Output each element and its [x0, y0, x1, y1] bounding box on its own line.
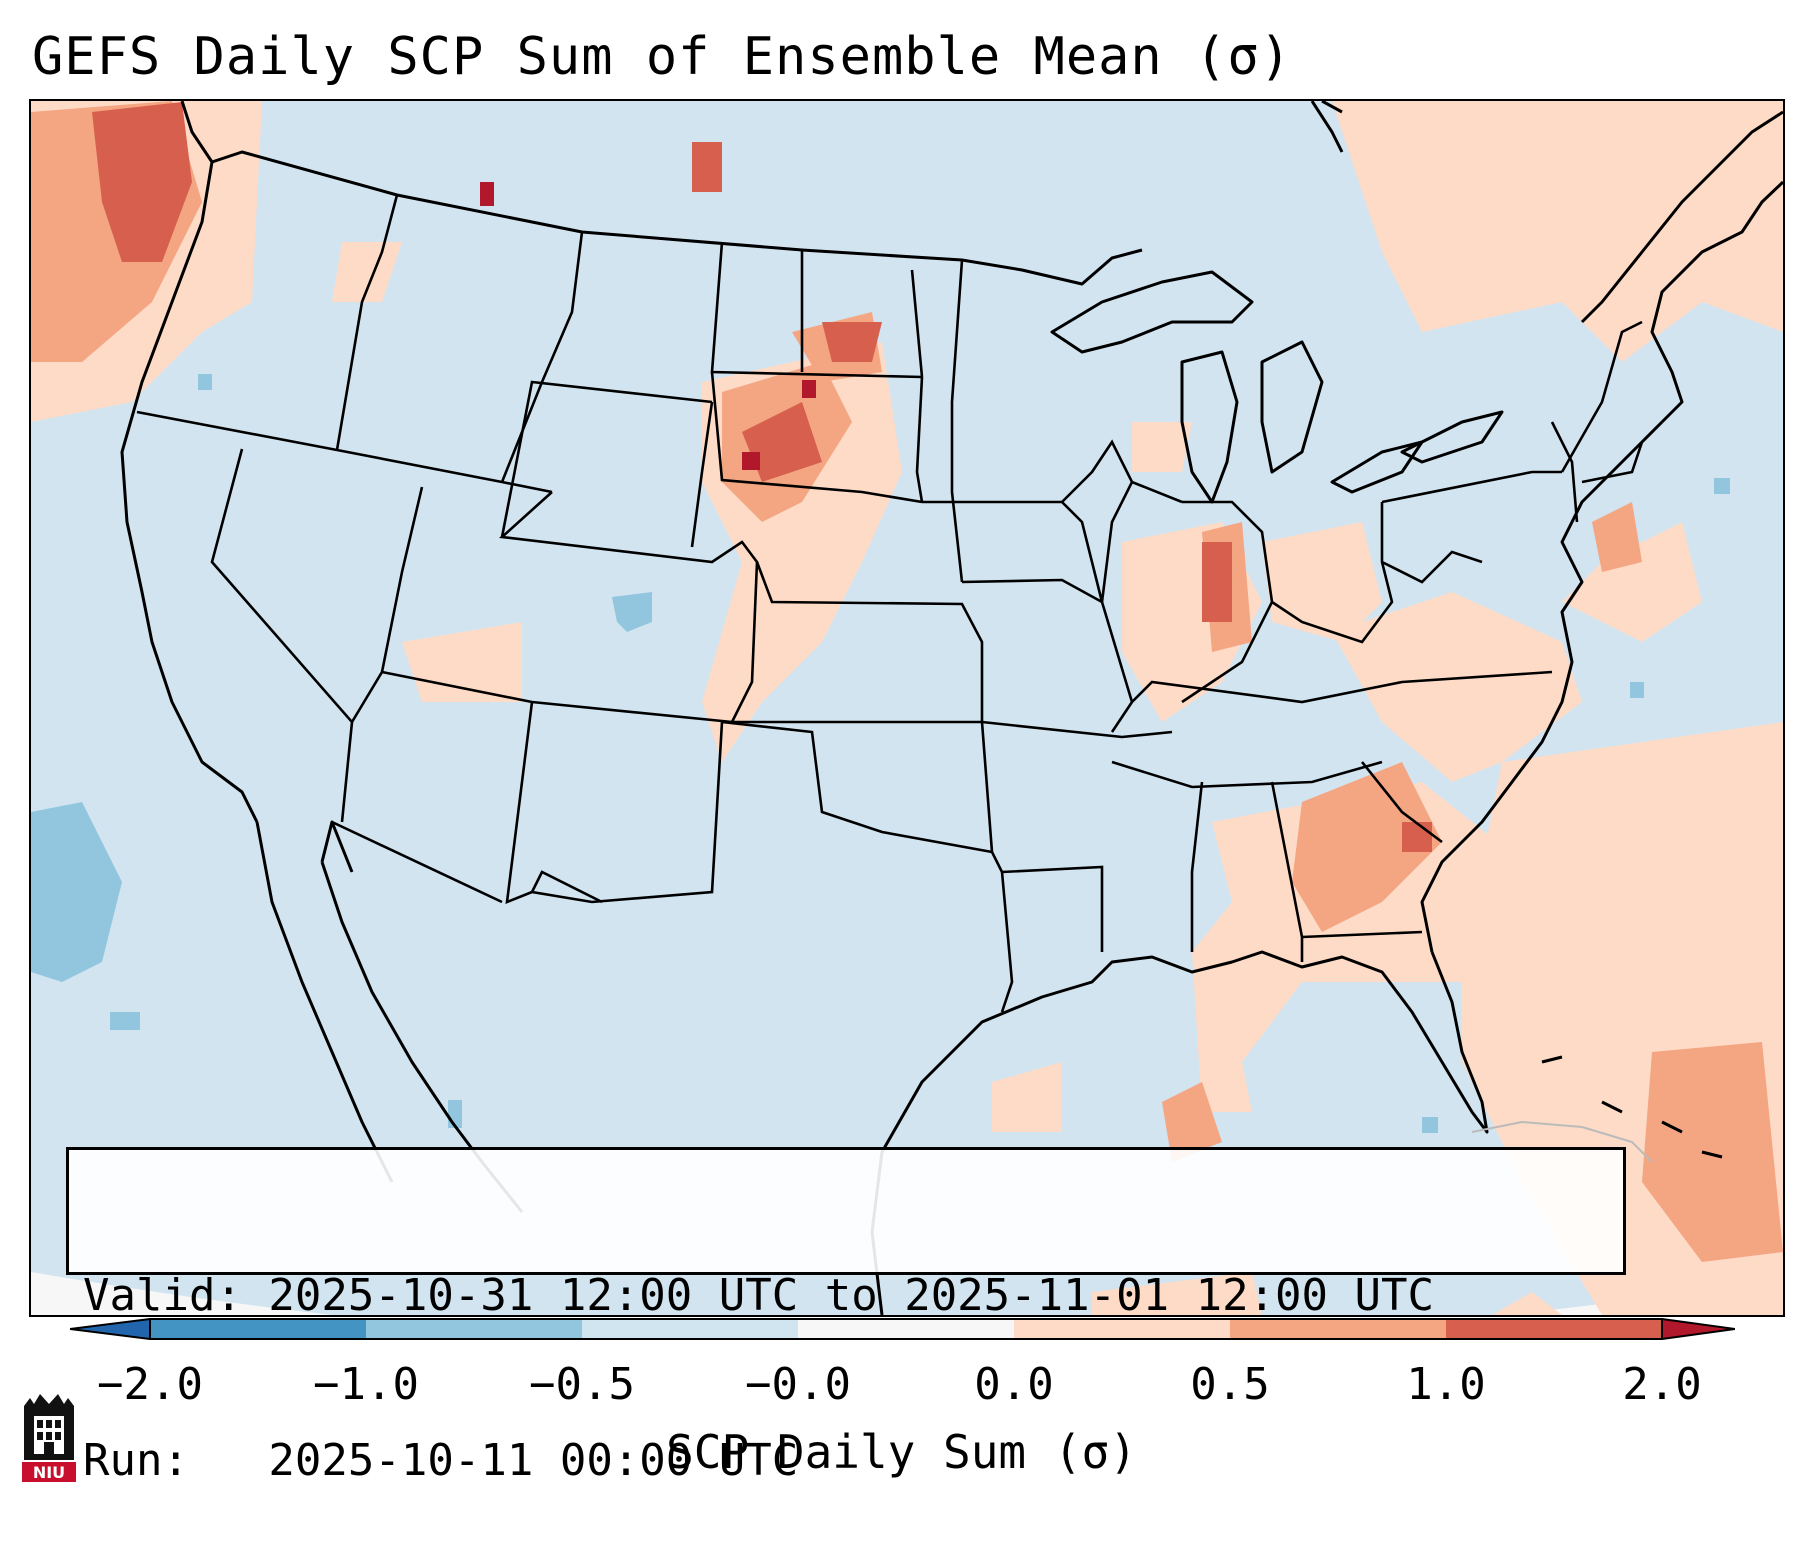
colorbar-bin	[1230, 1319, 1446, 1339]
chart-title: GEFS Daily SCP Sum of Ensemble Mean (σ)	[32, 27, 1292, 87]
colorbar-tick-label: −0.0	[745, 1359, 851, 1410]
map-panel	[29, 99, 1785, 1317]
state-borders	[136, 194, 1644, 1013]
colorbar-outline	[149, 1318, 1663, 1340]
colorbar-bin	[366, 1319, 582, 1339]
colorbar-bin	[150, 1319, 366, 1339]
colorbar-bin	[1014, 1319, 1230, 1339]
colorbar-tick-label: −1.0	[313, 1359, 419, 1410]
colorbar-bin	[1446, 1319, 1662, 1339]
logo-text: NIU	[33, 1463, 65, 1482]
anomaly-max-positive	[480, 182, 816, 470]
colorbar-bin	[798, 1319, 1014, 1339]
niu-logo: NIU	[22, 1394, 76, 1482]
run-time-text: Run: 2025-10-11 00:00 UTC	[83, 1435, 799, 1486]
colorbar-extend-low	[70, 1318, 151, 1340]
colorbar-tick-label: 2.0	[1622, 1359, 1702, 1410]
valid-time-box: Valid: 2025-10-31 12:00 UTC to 2025-11-0…	[66, 1147, 1626, 1486]
colorbar-tick-label: 0.0	[974, 1359, 1054, 1410]
colorbar-tick-label: 0.5	[1190, 1359, 1270, 1410]
colorbar-extend-high	[1661, 1318, 1735, 1340]
colorbar	[70, 1318, 1735, 1340]
colorbar-tick-label: 1.0	[1406, 1359, 1486, 1410]
map-svg	[31, 101, 1783, 1315]
colorbar-label: SCP Daily Sum (σ)	[666, 1425, 1137, 1479]
colorbar-tick-label: −2.0	[97, 1359, 203, 1410]
anomaly-dark-positive	[92, 102, 1432, 852]
valid-time-text: Valid: 2025-10-31 12:00 UTC to 2025-11-0…	[83, 1270, 1435, 1321]
colorbar-bin	[582, 1319, 798, 1339]
colorbar-tick-label: −0.5	[529, 1359, 635, 1410]
